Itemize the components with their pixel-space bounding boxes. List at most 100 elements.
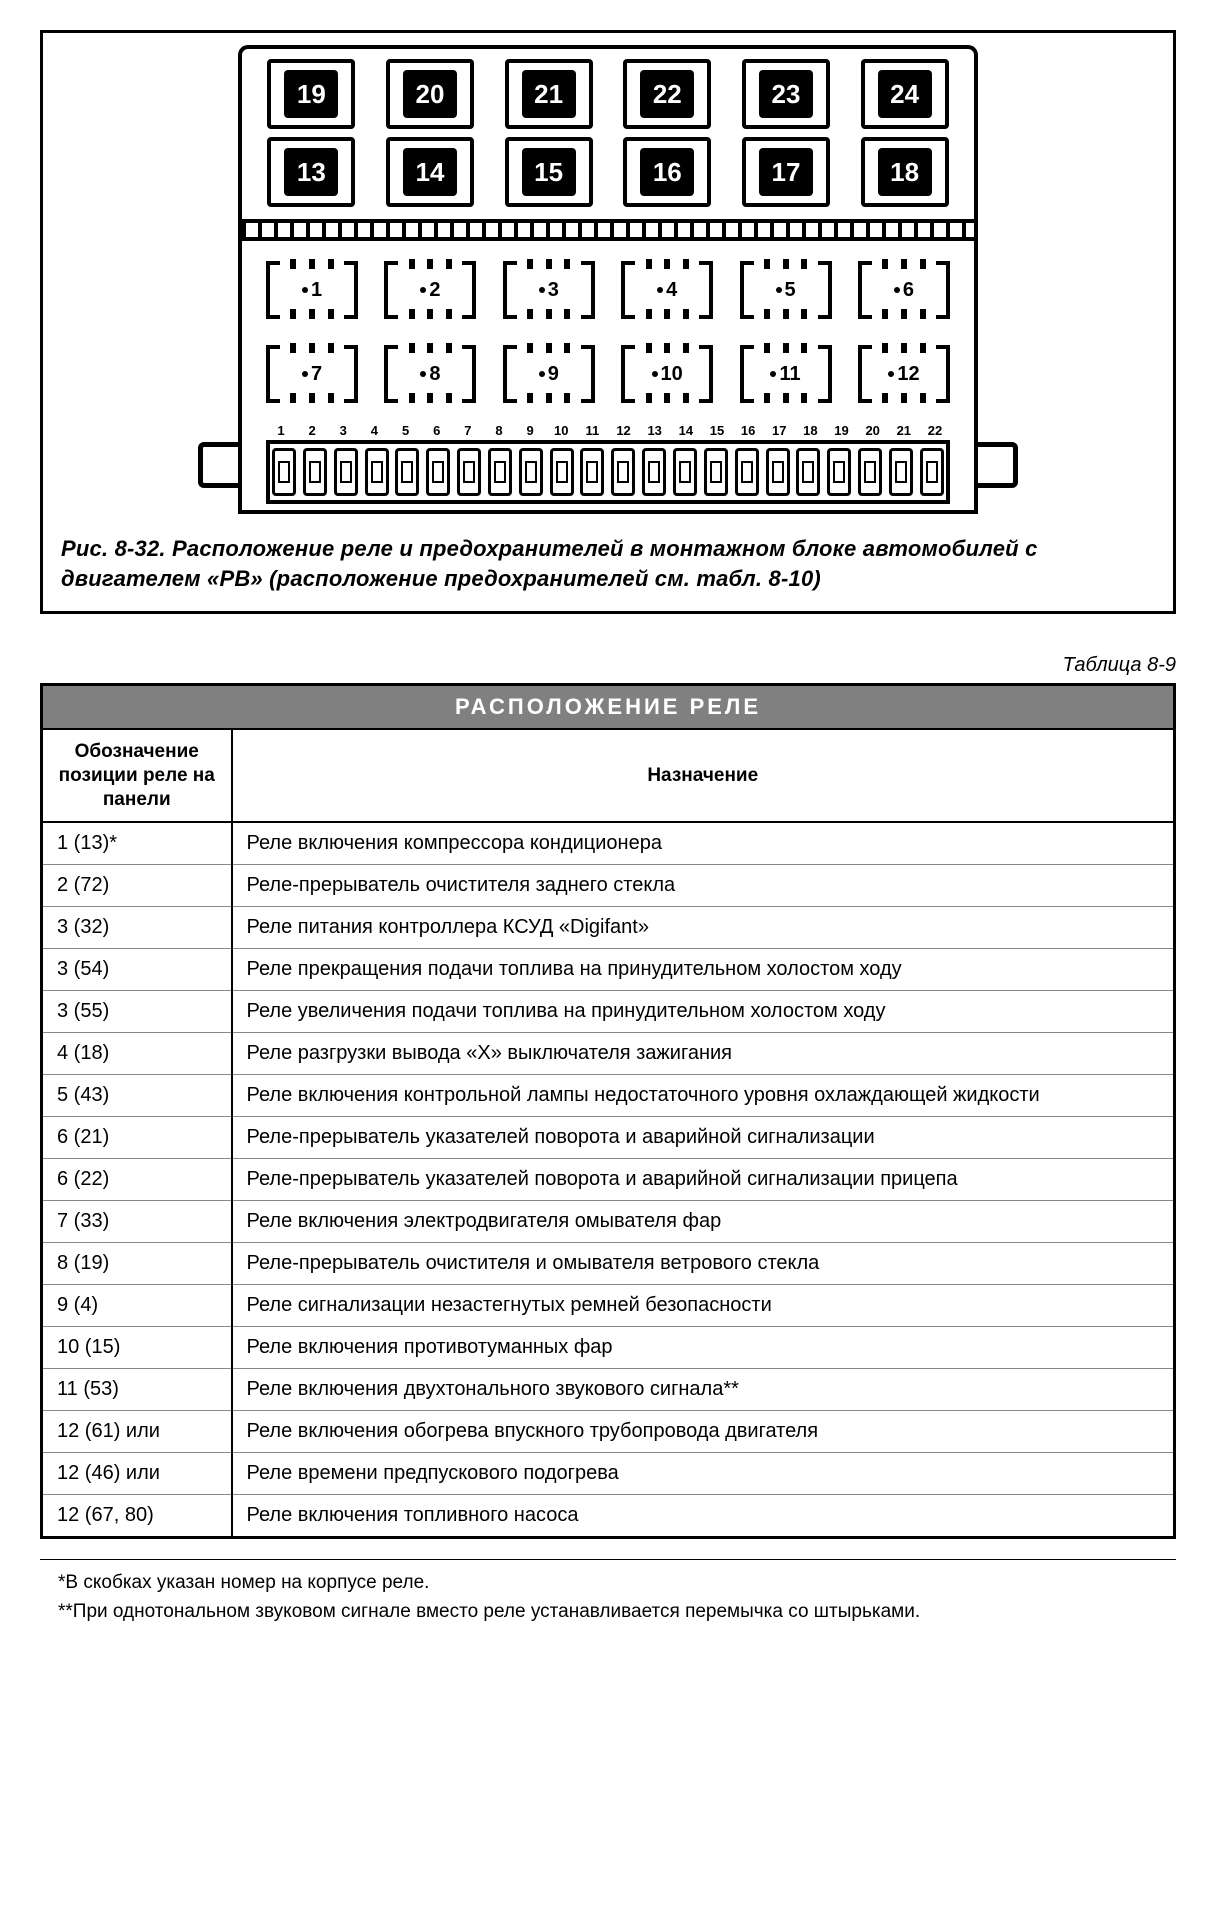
fuse-number: 19 <box>829 423 855 438</box>
footnotes: *В скобках указан номер на корпусе реле.… <box>40 1559 1176 1625</box>
cell-position: 5 (43) <box>42 1075 232 1117</box>
table-row: 7 (33)Реле включения электродвигателя ом… <box>42 1201 1175 1243</box>
fuse-number: 3 <box>330 423 356 438</box>
fuse-number: 21 <box>891 423 917 438</box>
socket-number: 12 <box>886 363 921 386</box>
fuse <box>827 448 851 496</box>
cell-description: Реле разгрузки вывода «X» выключателя за… <box>232 1033 1175 1075</box>
fuse-number: 15 <box>704 423 730 438</box>
fuse-number: 22 <box>922 423 948 438</box>
relay-number: 17 <box>759 148 813 196</box>
fuse <box>272 448 296 496</box>
fuse-number: 18 <box>797 423 823 438</box>
table-row: 2 (72)Реле-прерыватель очистителя заднег… <box>42 865 1175 907</box>
table-label: Таблица 8-9 <box>40 654 1176 677</box>
fuse-number: 13 <box>642 423 668 438</box>
table-row: 12 (46) илиРеле времени предпускового по… <box>42 1453 1175 1495</box>
cell-position: 11 (53) <box>42 1369 232 1411</box>
fuse-number: 12 <box>611 423 637 438</box>
cell-position: 12 (67, 80) <box>42 1495 232 1538</box>
fuse-number: 4 <box>361 423 387 438</box>
fusebox-diagram: 192021222324 131415161718 123456 7891011… <box>238 45 978 514</box>
relay-number: 19 <box>284 70 338 118</box>
fuse-number: 1 <box>268 423 294 438</box>
col-header-purpose: Назначение <box>232 729 1175 822</box>
fuse-number: 2 <box>299 423 325 438</box>
socket-row-1: 123456 <box>266 255 950 325</box>
socket-number: 5 <box>774 279 798 302</box>
table-row: 12 (67, 80)Реле включения топливного нас… <box>42 1495 1175 1538</box>
fuse-number: 9 <box>517 423 543 438</box>
table-row: 9 (4)Реле сигнализации незастегнутых рем… <box>42 1285 1175 1327</box>
socket-number: 9 <box>537 363 561 386</box>
table-row: 6 (22)Реле-прерыватель указателей поворо… <box>42 1159 1175 1201</box>
relay-number: 16 <box>640 148 694 196</box>
table-row: 8 (19)Реле-прерыватель очистителя и омыв… <box>42 1243 1175 1285</box>
fuse-number: 20 <box>860 423 886 438</box>
cell-description: Реле питания контроллера КСУД «Digifant» <box>232 907 1175 949</box>
fuse <box>611 448 635 496</box>
table-row: 3 (55)Реле увеличения подачи топлива на … <box>42 991 1175 1033</box>
relay-number: 23 <box>759 70 813 118</box>
cell-position: 3 (54) <box>42 949 232 991</box>
cell-position: 4 (18) <box>42 1033 232 1075</box>
table-body: 1 (13)*Реле включения компрессора кондиц… <box>42 822 1175 1538</box>
fuse <box>673 448 697 496</box>
relay-row-top: 192021222324 <box>252 59 964 129</box>
table-row: 11 (53)Реле включения двухтонального зву… <box>42 1369 1175 1411</box>
table-row: 3 (54)Реле прекращения подачи топлива на… <box>42 949 1175 991</box>
cell-description: Реле включения электродвигателя омывател… <box>232 1201 1175 1243</box>
cell-description: Реле прекращения подачи топлива на прину… <box>232 949 1175 991</box>
cell-position: 1 (13)* <box>42 822 232 865</box>
cell-description: Реле-прерыватель указателей поворота и а… <box>232 1117 1175 1159</box>
relay-socket: 10 <box>621 339 713 409</box>
col-header-position: Обозначение позиции реле на панели <box>42 729 232 822</box>
socket-number: 7 <box>300 363 324 386</box>
cell-description: Реле времени предпускового подогрева <box>232 1453 1175 1495</box>
cell-position: 7 (33) <box>42 1201 232 1243</box>
fuse <box>365 448 389 496</box>
relay-row-bottom: 131415161718 <box>252 137 964 207</box>
relay-slot: 16 <box>623 137 711 207</box>
cell-position: 3 (55) <box>42 991 232 1033</box>
table-row: 1 (13)*Реле включения компрессора кондиц… <box>42 822 1175 865</box>
relay-number: 13 <box>284 148 338 196</box>
upper-relay-block: 192021222324 131415161718 <box>238 45 978 219</box>
relay-socket: 9 <box>503 339 595 409</box>
relay-socket: 12 <box>858 339 950 409</box>
relay-slot: 18 <box>861 137 949 207</box>
figure-caption: Рис. 8-32. Расположение реле и предохран… <box>61 534 1155 593</box>
cell-description: Реле включения противотуманных фар <box>232 1327 1175 1369</box>
relay-number: 21 <box>522 70 576 118</box>
side-tab-right <box>978 442 1018 488</box>
relay-slot: 15 <box>505 137 593 207</box>
relay-table: РАСПОЛОЖЕНИЕ РЕЛЕ Обозначение позиции ре… <box>40 683 1176 1539</box>
fuse-number: 11 <box>579 423 605 438</box>
cell-description: Реле-прерыватель очистителя и омывателя … <box>232 1243 1175 1285</box>
table-title: РАСПОЛОЖЕНИЕ РЕЛЕ <box>42 685 1175 729</box>
table-row: 4 (18)Реле разгрузки вывода «X» выключат… <box>42 1033 1175 1075</box>
fuse <box>426 448 450 496</box>
footnote-1: *В скобках указан номер на корпусе реле. <box>40 1570 1176 1597</box>
fuse-strip <box>266 440 950 504</box>
relay-slot: 23 <box>742 59 830 129</box>
socket-number: 2 <box>418 279 442 302</box>
relay-number: 20 <box>403 70 457 118</box>
relay-slot: 20 <box>386 59 474 129</box>
cell-position: 6 (21) <box>42 1117 232 1159</box>
relay-slot: 13 <box>267 137 355 207</box>
fuse-number: 5 <box>393 423 419 438</box>
fuse <box>920 448 944 496</box>
fuse <box>550 448 574 496</box>
socket-number: 6 <box>892 279 916 302</box>
socket-row-2: 789101112 <box>266 339 950 409</box>
cell-position: 9 (4) <box>42 1285 232 1327</box>
fuse-number: 16 <box>735 423 761 438</box>
figure-frame: 192021222324 131415161718 123456 7891011… <box>40 30 1176 614</box>
cell-position: 6 (22) <box>42 1159 232 1201</box>
socket-number: 1 <box>300 279 324 302</box>
connector-strip <box>238 219 978 241</box>
relay-slot: 19 <box>267 59 355 129</box>
socket-number: 10 <box>650 363 685 386</box>
fuse <box>889 448 913 496</box>
